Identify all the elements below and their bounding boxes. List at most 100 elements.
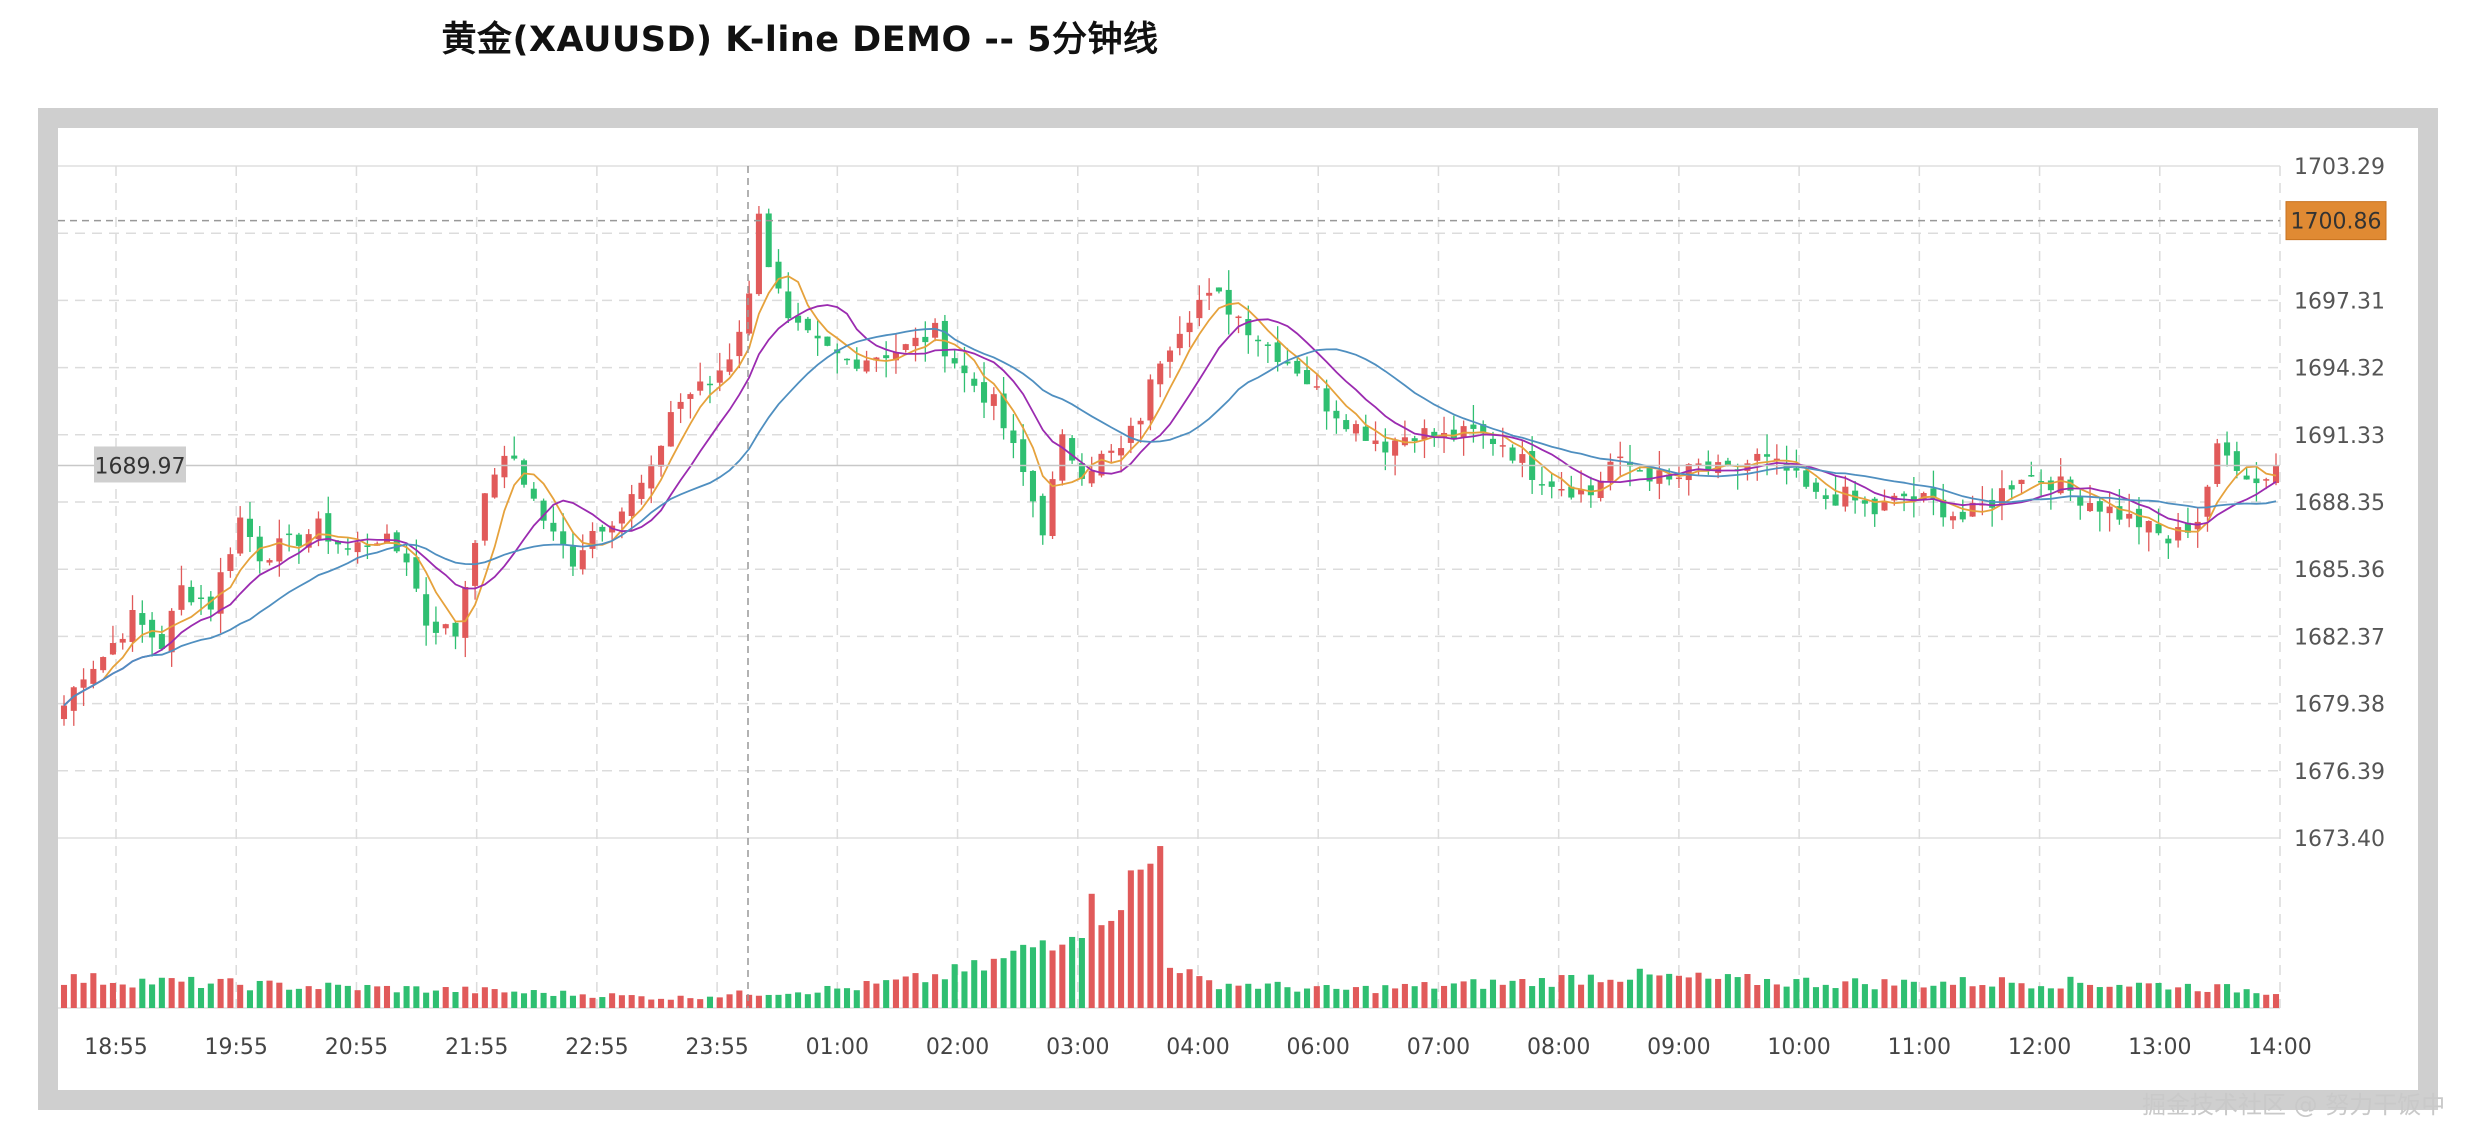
- volume-bar: [755, 995, 762, 1008]
- candle-body: [1832, 494, 1839, 506]
- kline-chart[interactable]: 1703.29 1697.31 1694.32 1691.33 1688.35 1685.…: [58, 128, 2418, 1090]
- candle-body: [1842, 486, 1849, 507]
- volume-bar: [1587, 974, 1594, 1008]
- volume-bar: [804, 994, 811, 1008]
- volume-bar: [550, 995, 557, 1008]
- candle-body: [1587, 485, 1594, 496]
- candle-body: [1959, 511, 1966, 520]
- volume-bar: [266, 980, 273, 1008]
- candle-body: [2145, 520, 2152, 533]
- watermark: 掘金技术社区 @ 努力干饭中: [2142, 1091, 2446, 1119]
- volume-bar: [1891, 985, 1898, 1008]
- candle-body: [1470, 424, 1477, 429]
- candle-body: [1225, 289, 1232, 315]
- volume-bar: [2008, 982, 2015, 1008]
- volume-bar: [1812, 987, 1820, 1008]
- y-tick-label: 1685.36: [2294, 558, 2385, 583]
- volume-bar: [2175, 987, 2182, 1008]
- volume-bar: [795, 992, 802, 1008]
- volume-bar: [1470, 979, 1477, 1008]
- candle-body: [687, 394, 694, 399]
- volume-bar: [2067, 976, 2074, 1008]
- volume-bar: [579, 994, 586, 1008]
- volume-bar: [462, 986, 469, 1008]
- volume-bar: [1137, 869, 1144, 1008]
- volume-bar: [1959, 977, 1966, 1008]
- candle-body: [912, 337, 919, 347]
- volume-bar: [1578, 984, 1585, 1008]
- candle-body: [1264, 344, 1271, 346]
- candle-body: [1646, 467, 1653, 482]
- volume-bar: [344, 985, 351, 1008]
- volume-bar: [188, 976, 195, 1008]
- volume-bar: [2184, 983, 2191, 1008]
- volume-bar: [785, 993, 792, 1008]
- volume-bar: [746, 994, 753, 1008]
- volume-bar: [2214, 984, 2221, 1008]
- candle-body: [1930, 488, 1937, 499]
- volume-bar: [1656, 975, 1663, 1008]
- volume-bar: [1480, 988, 1487, 1008]
- volume-bar: [217, 978, 224, 1008]
- volume-bar: [863, 981, 870, 1008]
- volume-bar: [1861, 984, 1868, 1008]
- candle-body: [726, 359, 733, 372]
- volume-bar: [1930, 985, 1937, 1008]
- volume-bar: [374, 986, 381, 1008]
- volume-bar: [286, 989, 293, 1008]
- volume-bar: [1529, 986, 1536, 1008]
- volume-bar: [1705, 978, 1712, 1008]
- volume-bar: [912, 973, 919, 1008]
- candle-body: [1812, 482, 1820, 492]
- candle-body: [1989, 499, 1996, 508]
- x-tick-label: 07:00: [1407, 1035, 1470, 1060]
- candle-body: [1578, 488, 1585, 495]
- volume-bar: [1029, 947, 1037, 1008]
- volume-bar: [1401, 983, 1408, 1008]
- candle-body: [364, 545, 371, 547]
- candle-body: [1568, 486, 1575, 498]
- volume-bar: [1196, 976, 1203, 1008]
- candle-body: [1803, 470, 1810, 487]
- volume-bar: [2165, 989, 2172, 1008]
- volume-bar: [491, 989, 498, 1008]
- volume-bar: [1362, 985, 1369, 1008]
- volume-bar: [2243, 989, 2250, 1008]
- volume-bar: [80, 982, 87, 1008]
- candle-body: [1411, 438, 1418, 442]
- volume-bar: [1078, 938, 1085, 1008]
- volume-bar: [1235, 985, 1242, 1008]
- volume-bar: [2116, 984, 2123, 1008]
- volume-bar: [1441, 985, 1448, 1008]
- volume-bar: [726, 994, 733, 1008]
- volume-bar: [70, 974, 77, 1008]
- volume-bar: [1264, 983, 1271, 1008]
- candle-body: [1313, 386, 1320, 388]
- volume-bar: [1568, 975, 1575, 1008]
- ma-fast-line: [63, 275, 2277, 707]
- chart-container[interactable]: 1703.29 1697.31 1694.32 1691.33 1688.35 1685.…: [58, 128, 2418, 1090]
- candle-body: [158, 634, 165, 650]
- y-tick-label: 1679.38: [2294, 693, 2385, 718]
- candle-body: [941, 320, 948, 357]
- candle-body: [2077, 496, 2084, 506]
- candle-body: [1421, 428, 1428, 440]
- candle-body: [1343, 420, 1350, 430]
- candle-body: [667, 412, 674, 447]
- x-tick-label: 23:55: [685, 1035, 748, 1060]
- volume-bar: [1695, 972, 1702, 1008]
- candle-body: [746, 293, 753, 334]
- candle-body: [2126, 513, 2133, 519]
- volume-bar: [1626, 979, 1634, 1008]
- candle-body: [501, 455, 508, 478]
- volume-bar: [2028, 988, 2035, 1008]
- volume-bar: [961, 971, 968, 1008]
- volume-bar: [432, 990, 439, 1008]
- candle-body: [178, 585, 185, 610]
- volume-bar: [814, 992, 821, 1008]
- volume-bar: [295, 988, 302, 1008]
- x-tick-label: 21:55: [445, 1035, 508, 1060]
- candle-body: [1450, 429, 1457, 440]
- volume-bar: [1666, 973, 1673, 1008]
- volume-bar: [1940, 981, 1947, 1008]
